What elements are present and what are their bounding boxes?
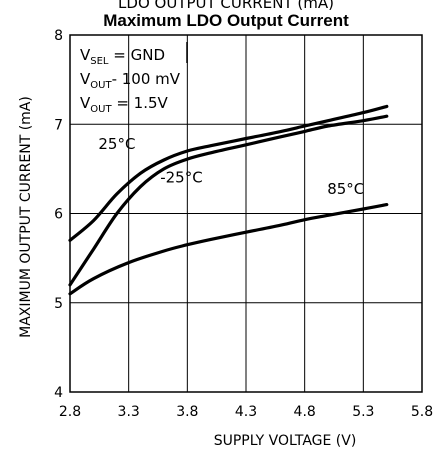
condition-line-2: VOUT- 100 mV [80,70,181,91]
series-label: 85°C [327,180,364,198]
series-label: 25°C [98,135,135,153]
series-line-25c [68,104,389,242]
series-line-85c [68,203,389,296]
y-tick-label: 4 [54,385,63,401]
y-axis-label: MAXIMUM OUTPUT CURRENT (mA) [18,96,34,338]
x-axis-label: SUPPLY VOLTAGE (V) [214,433,357,449]
y-tick-label: 8 [54,28,63,44]
x-tick-label: 4.3 [235,404,257,420]
x-tick-label: 2.8 [59,404,81,420]
condition-line-3: VOUT = 1.5V [80,94,169,115]
y-tick-label: 5 [54,296,63,312]
chart-title: Maximum LDO Output Current [103,11,349,30]
x-tick-label: 3.8 [176,404,198,420]
series-line-25c [68,114,389,287]
conditions-box: VSEL = GND VOUT- 100 mV VOUT = 1.5V [80,42,188,115]
x-tick-label: 5.8 [411,404,433,420]
x-tick-label: 5.3 [352,404,374,420]
series-lines [68,104,389,296]
condition-line-1: VSEL = GND [80,46,165,67]
y-tick-label: 7 [54,117,63,133]
top-cropped-title: LDO OUTPUT CURRENT (mA) [118,0,334,12]
tick-labels: 2.8 3.3 3.8 4.3 4.8 5.3 5.8 4 5 6 7 8 [54,28,433,420]
x-tick-label: 3.3 [118,404,140,420]
series-label: -25°C [160,168,202,186]
y-tick-label: 6 [54,207,63,223]
series-labels: 25°C -25°C 85°C [98,135,364,198]
x-tick-label: 4.8 [294,404,316,420]
grid [69,34,423,393]
